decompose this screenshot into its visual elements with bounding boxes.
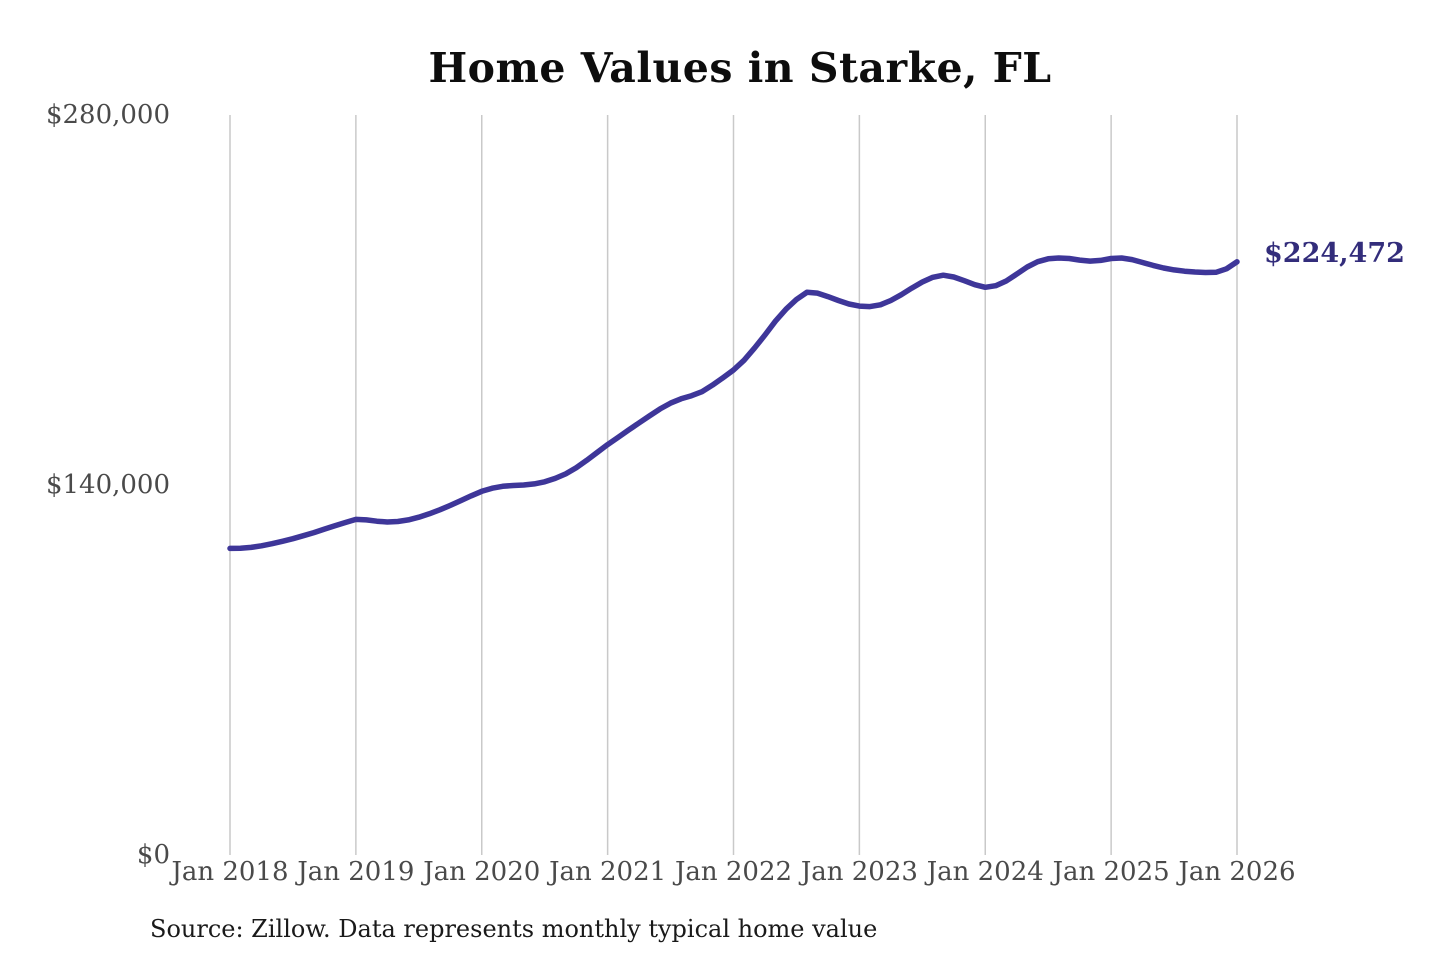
x-tick-label: Jan 2022 xyxy=(674,857,793,887)
x-tick-label: Jan 2021 xyxy=(549,857,667,887)
x-tick-label: Jan 2023 xyxy=(800,857,918,887)
x-tick-label: Jan 2018 xyxy=(171,857,289,887)
x-tick-label: Jan 2024 xyxy=(926,857,1044,887)
y-tick-label: $140,000 xyxy=(45,470,170,500)
source-note: Source: Zillow. Data represents monthly … xyxy=(150,915,878,943)
y-tick-label: $280,000 xyxy=(45,100,170,130)
x-tick-label: Jan 2025 xyxy=(1052,857,1170,887)
y-tick-label: $0 xyxy=(136,840,170,870)
x-tick-label: Jan 2019 xyxy=(297,857,415,887)
x-tick-label: Jan 2020 xyxy=(423,857,541,887)
home-value-line xyxy=(227,255,1240,552)
x-tick-label: Jan 2026 xyxy=(1178,857,1296,887)
chart-title: Home Values in Starke, FL xyxy=(428,44,1052,92)
current-value-label: $224,472 xyxy=(1264,238,1405,269)
